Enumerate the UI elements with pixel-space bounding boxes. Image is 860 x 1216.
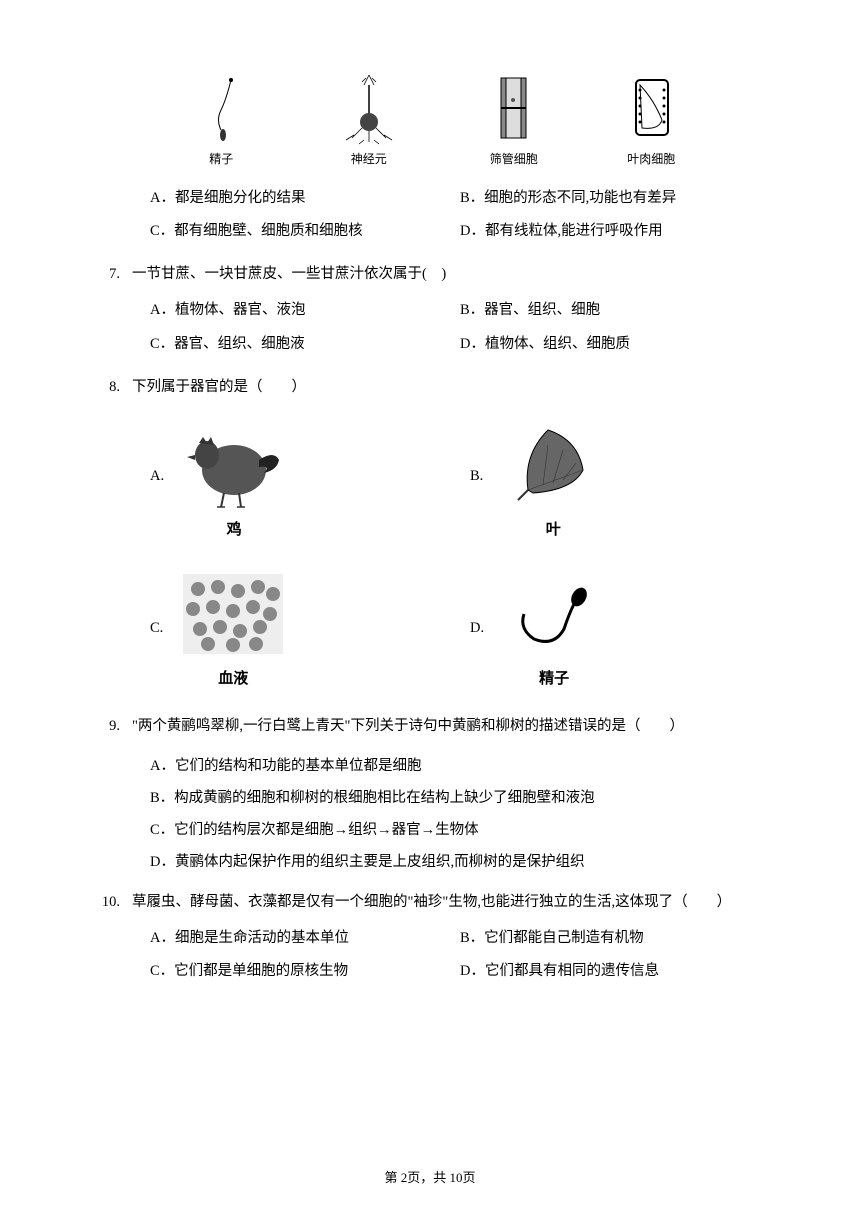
q8-text: 下列属于器官的是（ ）	[132, 374, 750, 400]
q6-options: A．都是细胞分化的结果 B．细胞的形态不同,功能也有差异 C．都有细胞壁、细胞质…	[150, 187, 750, 243]
q8-b-letter: B.	[470, 468, 483, 485]
q10-options: A．细胞是生命活动的基本单位 B．它们都能自己制造有机物 C．它们都是单细胞的原…	[150, 927, 750, 983]
q7-option-b: B．器官、组织、细胞	[460, 299, 750, 322]
q7-option-a: A．植物体、器官、液泡	[150, 299, 440, 322]
q9-options: A．它们的结构和功能的基本单位都是细胞 B．构成黄鹂的细胞和柳树的根细胞相比在结…	[90, 751, 750, 879]
q8-b-label: 叶	[546, 518, 561, 539]
q8-image-options: A. 鸡 B. 叶 C.	[150, 415, 750, 688]
q6-option-a: A．都是细胞分化的结果	[150, 187, 440, 210]
q8-a-letter: A.	[150, 468, 164, 485]
q6-option-c: C．都有细胞壁、细胞质和细胞核	[150, 220, 440, 243]
q8-option-c: C. 血液	[150, 569, 430, 688]
blood-icon	[178, 569, 288, 659]
q10-option-c: C．它们都是单细胞的原核生物	[150, 960, 440, 983]
q8-d-label: 精子	[539, 667, 569, 688]
sperm-large-icon	[499, 569, 609, 659]
q7-options: A．植物体、器官、液泡 B．器官、组织、细胞 C．器官、组织、细胞液 D．植物体…	[150, 299, 750, 355]
q8-c-label: 血液	[218, 667, 248, 688]
sperm-label: 精子	[209, 150, 233, 167]
cell-type-images: 精子 神经元 筛管细胞 叶肉细胞	[150, 70, 720, 167]
q10-text: 草履虫、酵母菌、衣藻都是仅有一个细胞的"袖珍"生物,也能进行独立的生活,这体现了…	[132, 889, 750, 915]
q7-stem: 7. 一节甘蔗、一块甘蔗皮、一些甘蔗汁依次属于( )	[90, 261, 750, 287]
sperm-cell-icon	[191, 70, 251, 145]
q10-option-b: B．它们都能自己制造有机物	[460, 927, 750, 950]
q8-d-letter: D.	[470, 620, 484, 637]
sieve-tube-figure: 筛管细胞	[486, 70, 541, 167]
q8-c-letter: C.	[150, 620, 163, 637]
neuron-icon	[334, 70, 404, 145]
mesophyll-figure: 叶肉细胞	[624, 70, 679, 167]
q9-option-d: D．黄鹂体内起保护作用的组织主要是上皮组织,而柳树的是保护组织	[150, 847, 750, 879]
q9-option-a: A．它们的结构和功能的基本单位都是细胞	[150, 751, 750, 783]
q7-option-d: D．植物体、组织、细胞质	[460, 333, 750, 356]
mesophyll-icon	[624, 70, 679, 145]
q10-num: 10.	[90, 889, 120, 915]
sieve-label: 筛管细胞	[490, 150, 538, 167]
q9-option-b: B．构成黄鹂的细胞和柳树的根细胞相比在结构上缺少了细胞壁和液泡	[150, 783, 750, 815]
sperm-cell-figure: 精子	[191, 70, 251, 167]
neuron-label: 神经元	[351, 150, 387, 167]
q7-num: 7.	[90, 261, 120, 287]
q10-option-a: A．细胞是生命活动的基本单位	[150, 927, 440, 950]
page-footer: 第 2页，共 10页	[0, 1167, 860, 1186]
q6-option-b: B．细胞的形态不同,功能也有差异	[460, 187, 750, 210]
chicken-icon	[179, 415, 289, 510]
q7-text: 一节甘蔗、一块甘蔗皮、一些甘蔗汁依次属于( )	[132, 261, 750, 287]
q8-option-a: A. 鸡	[150, 415, 430, 539]
leaf-icon	[498, 415, 608, 510]
q8-a-label: 鸡	[227, 518, 242, 539]
q9-stem: 9. "两个黄鹂鸣翠柳,一行白鹭上青天"下列关于诗句中黄鹂和柳树的描述错误的是（…	[90, 713, 750, 739]
q7-option-c: C．器官、组织、细胞液	[150, 333, 440, 356]
q9-text: "两个黄鹂鸣翠柳,一行白鹭上青天"下列关于诗句中黄鹂和柳树的描述错误的是（ ）	[132, 713, 750, 739]
q6-option-d: D．都有线粒体,能进行呼吸作用	[460, 220, 750, 243]
q8-num: 8.	[90, 374, 120, 400]
q8-option-d: D. 精子	[470, 569, 750, 688]
q9-num: 9.	[90, 713, 120, 739]
sieve-tube-icon	[486, 70, 541, 145]
q8-stem: 8. 下列属于器官的是（ ）	[90, 374, 750, 400]
q10-option-d: D．它们都具有相同的遗传信息	[460, 960, 750, 983]
q8-option-b: B. 叶	[470, 415, 750, 539]
q10-stem: 10. 草履虫、酵母菌、衣藻都是仅有一个细胞的"袖珍"生物,也能进行独立的生活,…	[90, 889, 750, 915]
q9-option-c: C．它们的结构层次都是细胞→组织→器官→生物体	[150, 815, 750, 847]
neuron-figure: 神经元	[334, 70, 404, 167]
mesophyll-label: 叶肉细胞	[627, 150, 675, 167]
